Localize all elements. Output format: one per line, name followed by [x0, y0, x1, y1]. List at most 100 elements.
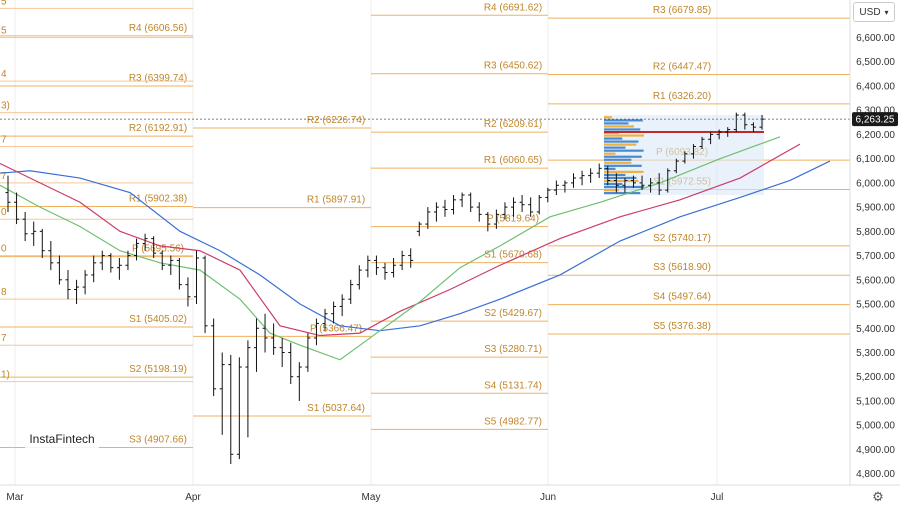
edge-label: 0 — [1, 244, 7, 255]
ohlc-bar — [125, 250, 131, 271]
ohlc-bar — [288, 342, 294, 384]
price-tick-label: 6,600.00 — [856, 33, 895, 44]
watermark-logo: InstaFintech — [25, 420, 99, 458]
ohlc-bar — [725, 127, 731, 137]
volume-bar — [604, 182, 623, 186]
ohlc-bar — [108, 253, 114, 273]
edge-label: 0 — [1, 207, 7, 218]
ohlc-bar — [622, 178, 628, 193]
edge-label: 1) — [1, 370, 10, 381]
ohlc-bar — [485, 211, 491, 232]
volume-profile — [604, 115, 764, 195]
ohlc-bar — [262, 313, 268, 353]
ohlc-bar — [279, 337, 285, 368]
volume-bar — [604, 179, 639, 183]
pivot-label: S3 (4907.66) — [129, 435, 187, 446]
pivot-label: S2 (5429.67) — [484, 308, 542, 319]
ohlc-bar — [511, 197, 517, 217]
ohlc-bar — [176, 257, 182, 290]
pivot-label: R1 (5897.91) — [307, 195, 365, 206]
volume-bar — [604, 143, 637, 146]
pivot-label: S3 (5280.71) — [484, 344, 542, 355]
edge-label: 7 — [1, 333, 7, 344]
ohlc-bar — [142, 233, 148, 251]
ohlc-bar — [536, 194, 542, 215]
ohlc-bar — [605, 165, 611, 186]
ohlc-bar — [296, 362, 302, 401]
month-tick-label: Jun — [540, 492, 556, 503]
settings-gear-icon[interactable]: ⚙ — [872, 489, 884, 504]
volume-bar — [604, 146, 626, 149]
ohlc-bar — [416, 221, 422, 237]
ohlc-bar — [116, 257, 122, 280]
ohlc-bar — [99, 250, 105, 271]
watermark-text: InstaFintech — [29, 432, 95, 446]
ohlc-bar — [733, 112, 739, 132]
pivot-label: R2 (6192.91) — [129, 123, 187, 134]
pivot-label: S2 (5198.19) — [129, 364, 187, 375]
ohlc-bar — [356, 265, 362, 290]
grid-lines — [14, 0, 718, 485]
pivot-label: S3 (5618.90) — [653, 262, 711, 273]
ohlc-bar — [519, 194, 525, 212]
ohlc-bar — [399, 250, 405, 271]
ohlc-bar — [596, 163, 602, 179]
chevron-down-icon: ▾ — [884, 7, 889, 17]
ohlc-bar — [39, 228, 45, 258]
ohlc-bar — [391, 257, 397, 278]
currency-selector-button[interactable]: USD ▾ — [853, 2, 895, 22]
price-tick-label: 6,500.00 — [856, 57, 895, 68]
volume-bar — [604, 185, 644, 189]
ohlc-bar — [365, 255, 371, 278]
price-tick-label: 6,200.00 — [856, 130, 895, 141]
price-axis[interactable]: 4,800.00 4,900.00 5,000.00 5,100.00 5,200.00… — [849, 0, 898, 485]
ohlc-bar — [673, 158, 679, 174]
ohlc-bar — [493, 209, 499, 229]
volume-bar — [604, 191, 641, 195]
price-tick-label: 5,000.00 — [856, 421, 895, 432]
volume-bar — [604, 173, 626, 176]
ohlc-bar — [322, 308, 328, 331]
volume-bar — [604, 125, 635, 128]
ohlc-bar — [425, 207, 431, 229]
edge-label: 7 — [1, 171, 7, 182]
pivot-label: S4 (5497.64) — [653, 292, 711, 303]
volume-bar — [604, 152, 616, 155]
candles — [0, 112, 850, 464]
volume-bar — [604, 119, 643, 122]
price-tick-label: 4,900.00 — [856, 445, 895, 456]
ohlc-bar — [468, 192, 474, 212]
volume-bar — [604, 155, 642, 158]
ohlc-bar — [185, 277, 191, 307]
ohlc-bar — [699, 136, 705, 149]
volume-bar — [604, 161, 632, 164]
ohlc-bar — [451, 194, 457, 215]
ohlc-bar — [219, 352, 225, 435]
edge-label: 7 — [1, 135, 7, 146]
price-tick-label: 4,800.00 — [856, 469, 895, 480]
volume-bar — [604, 137, 623, 140]
edge-label: 5 — [1, 0, 7, 7]
price-tick-label: 6,400.00 — [856, 81, 895, 92]
volume-bar — [604, 167, 616, 170]
pivot-label: P (5695.56) — [132, 244, 184, 255]
time-axis[interactable]: Mar Apr May Jun Jul — [0, 484, 900, 503]
pivot-levels: R4 (6606.56) R3 (6399.74) R2 (6192.91) R1 (… — [0, 2, 850, 449]
pivot-label: S5 (4982.77) — [484, 416, 542, 427]
ohlc-bar — [22, 211, 28, 242]
currency-label: USD — [859, 6, 881, 18]
ohlc-bar — [382, 262, 388, 280]
volume-bar — [604, 116, 612, 119]
ohlc-bar — [502, 202, 508, 220]
edge-label: 8 — [1, 287, 7, 298]
ohlc-bar — [433, 202, 439, 222]
pivot-label: R1 (6326.20) — [653, 91, 711, 102]
pivot-label: R4 (6606.56) — [129, 23, 187, 34]
price-tick-label: 5,300.00 — [856, 348, 895, 359]
last-price-label: 6,263.25 — [856, 115, 895, 126]
edge-label: 3) — [1, 101, 10, 112]
price-tick-label: 5,400.00 — [856, 324, 895, 335]
ohlc-bar — [442, 199, 448, 217]
